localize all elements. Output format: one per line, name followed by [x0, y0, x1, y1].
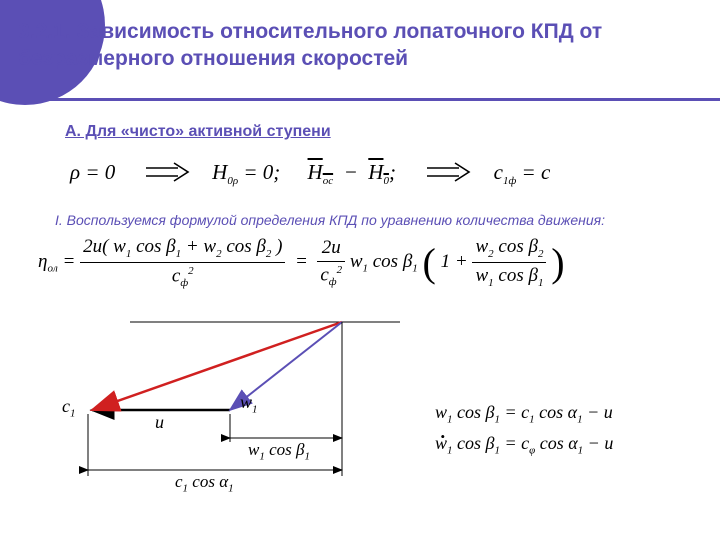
hoc-sub: oc	[323, 175, 333, 187]
f1-num-d: + w	[181, 236, 216, 257]
fin-den-a: w	[475, 265, 488, 286]
c1f-end: = c	[516, 160, 550, 184]
implies-arrow-1	[144, 161, 190, 188]
f2-den-sup: 2	[337, 264, 343, 276]
f2-num: 2u	[322, 237, 341, 258]
side-eq-2: •w1 cos β1 = сφ cos α1 − u	[435, 429, 613, 460]
big-paren-close: )	[551, 240, 564, 285]
after2-a: w	[350, 251, 363, 272]
section-a-heading: А. Для «чисто» активной ступени	[65, 123, 331, 141]
f1-num-b: ( w	[102, 236, 126, 257]
w1cos-bsub: 1	[304, 450, 310, 462]
fin-num-bs: 2	[538, 248, 544, 260]
w1-sub: 1	[252, 404, 258, 416]
w1-sym: w	[240, 392, 252, 412]
h0-end: ;	[389, 160, 396, 184]
se1-b: cos β	[453, 402, 495, 422]
frac-1: 2u( w1 cos β1 + w2 cos β2 ) cф2	[80, 236, 285, 289]
frac-inner: w2 cos β2 w1 cos β1	[472, 236, 546, 289]
c1f-eq: c1ф = c	[494, 160, 551, 184]
se2-d: cos α	[535, 433, 577, 453]
c1cos-a: cos α	[188, 472, 228, 491]
side-equations: w1 cos β1 = c1 cos α1 − u •w1 cos β1 = с…	[435, 398, 613, 460]
eta-sub: oл	[47, 263, 57, 275]
label-w1cosb1: w1 cos β1	[248, 440, 310, 462]
c1-sub: 1	[70, 408, 76, 420]
note-1: I. Воспользуемся формулой определения КП…	[55, 212, 605, 228]
frac-2: 2u cф2	[317, 237, 345, 288]
after2-bs: 1	[412, 263, 418, 275]
c1cos-asub: 1	[228, 482, 234, 494]
hoc-h0: Hoc − H0;	[308, 160, 402, 184]
se1-d: cos α	[535, 402, 577, 422]
f2-den-a: c	[320, 264, 328, 285]
h0p-eq: H0ρ = 0;	[212, 160, 285, 184]
fin-num-a: w	[475, 236, 488, 257]
c1-sym: c	[62, 396, 70, 416]
se2-e: − u	[583, 433, 613, 453]
one-plus: 1 +	[441, 251, 473, 272]
w1cos-sym: w	[248, 440, 259, 459]
f1-num-f: )	[271, 236, 282, 257]
fin-den-bs: 1	[538, 277, 544, 289]
h0-sym: H	[368, 160, 383, 184]
fin-num-b: cos β	[494, 236, 538, 257]
h0p-sub: 0ρ	[227, 175, 238, 187]
fin-den-b: cos β	[494, 265, 538, 286]
f1-den-as: ф	[180, 277, 188, 289]
se1-c: = c	[500, 402, 529, 422]
big-paren-open: (	[423, 240, 436, 285]
h0p-end: = 0;	[238, 160, 280, 184]
f1-num-e: cos β	[222, 236, 266, 257]
velocity-triangle-diagram: c1 u w1 w1 cos β1 c1 cos α1	[70, 310, 410, 495]
f1-num-a: 2u	[83, 236, 102, 257]
se1-e: − u	[583, 402, 613, 422]
formula-row-1: ρ = 0 H0ρ = 0; Hoc − H0; c1ф = c	[70, 160, 670, 196]
side-eq-1: w1 cos β1 = c1 cos α1 − u	[435, 398, 613, 429]
f1-num-c: cos β	[131, 236, 175, 257]
implies-arrow-2	[425, 161, 471, 188]
c1f-sub: 1ф	[503, 175, 516, 187]
after2-b: cos β	[368, 251, 412, 272]
f2-den-as: ф	[329, 276, 337, 288]
w1cos-b: cos β	[265, 440, 305, 459]
c1cos-sym: c	[175, 472, 183, 491]
h0p-sym: H	[212, 160, 227, 184]
c1f-sym: c	[494, 160, 503, 184]
hoc-sym: H	[308, 160, 323, 184]
efficiency-equation: ηoл = 2u( w1 cos β1 + w2 cos β2 ) cф2 = …	[38, 236, 565, 289]
title-divider	[0, 98, 720, 101]
label-c1: c1	[62, 396, 76, 420]
label-w1: w1	[240, 392, 258, 416]
label-u: u	[155, 412, 164, 433]
rho-eq: ρ = 0	[70, 160, 115, 184]
slide-title: 3.2.1. Зависимость относительного лопато…	[18, 18, 702, 73]
se2-b: cos β	[453, 433, 495, 453]
label-c1cosa1: c1 cos α1	[175, 472, 234, 494]
eq-mid: =	[295, 251, 308, 272]
se1-a: w	[435, 402, 447, 422]
f1-den-sup: 2	[188, 265, 194, 277]
se2-c: = с	[500, 433, 529, 453]
